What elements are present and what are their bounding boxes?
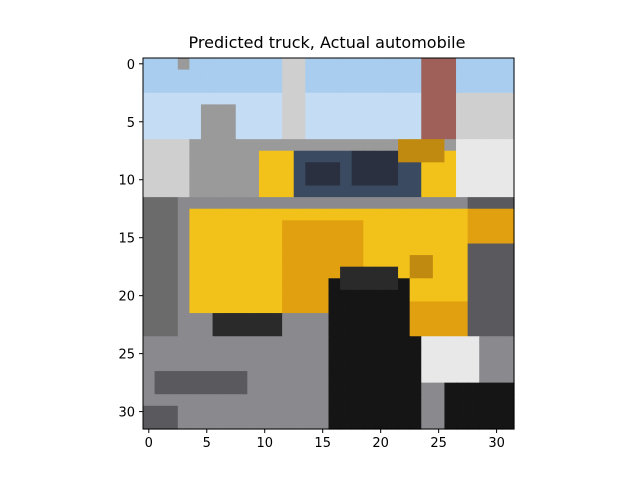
x-tick-label: 0: [145, 436, 153, 451]
x-tick-label: 25: [430, 436, 447, 451]
y-tick-label: 20: [118, 290, 135, 305]
y-tick-label: 30: [118, 406, 135, 421]
x-tick-label: 10: [256, 436, 273, 451]
x-tick-label: 20: [372, 436, 389, 451]
image-pixels: [143, 58, 515, 430]
x-tick-label: 5: [203, 436, 211, 451]
y-tick-label: 0: [127, 58, 135, 73]
figure-title: Predicted truck, Actual automobile: [189, 33, 466, 52]
y-tick-label: 15: [118, 232, 135, 247]
y-axis-ticks: 0 5 10 15 20 25 30: [118, 58, 143, 421]
axes-frame: [142, 57, 515, 430]
x-axis-ticks: 0 5 10 15 20 25 30: [145, 429, 505, 451]
x-tick-label: 30: [488, 436, 505, 451]
y-tick-label: 25: [118, 348, 135, 363]
y-tick-label: 10: [118, 174, 135, 189]
x-tick-label: 15: [314, 436, 331, 451]
y-tick-label: 5: [127, 116, 135, 131]
